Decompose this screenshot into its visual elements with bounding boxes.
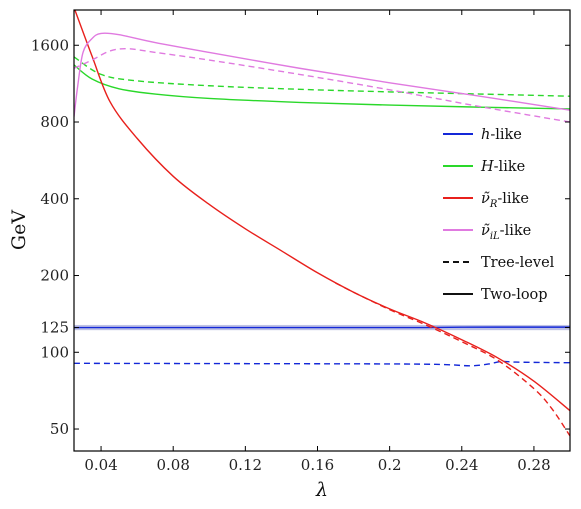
- series-line-H-two-loop: [74, 64, 570, 110]
- legend-label: h-like: [481, 127, 522, 143]
- x-tick-label: 0.24: [445, 456, 478, 474]
- series-line-nuiL-tree: [74, 48, 570, 123]
- y-tick-label: 125: [40, 319, 69, 337]
- x-tick-label: 0.16: [301, 456, 334, 474]
- legend: h-like H-like ν̃R-like ν̃iL-like Tree-level T…: [443, 127, 555, 303]
- x-tick-label: 0.28: [517, 456, 550, 474]
- series-line-H-tree: [74, 56, 570, 97]
- y-tick-label: 400: [40, 190, 69, 208]
- x-tick-label: 0.2: [378, 456, 402, 474]
- series-layer: [74, 10, 570, 437]
- series-line-h-tree: [74, 360, 570, 367]
- legend-label: H-like: [480, 159, 525, 175]
- x-axis-title: λ: [315, 479, 328, 501]
- y-tick-label: 50: [50, 420, 69, 438]
- y-tick-label: 800: [40, 113, 69, 131]
- legend-label: Tree-level: [481, 255, 555, 271]
- plot-background: [74, 10, 570, 451]
- y-tick-label: 1600: [31, 36, 69, 54]
- y-axis-title: GeV: [8, 210, 30, 250]
- tick-layer: 0.04 0.08 0.12 0.16 0.2 0.24 0.28 50 100 125 200 40…: [31, 10, 570, 474]
- legend-label: ν̃R-like: [481, 191, 529, 210]
- y-tick-label: 100: [40, 343, 69, 361]
- legend-label: ν̃iL-like: [481, 223, 531, 242]
- x-tick-label: 0.12: [229, 456, 262, 474]
- series-line-nuiL-two-loop: [74, 32, 570, 117]
- series-line-nuR-two-loop: [74, 10, 570, 412]
- y-tick-label: 200: [40, 267, 69, 285]
- x-tick-label: 0.08: [156, 456, 189, 474]
- legend-label: Two-loop: [481, 287, 548, 303]
- series-line-nuR-tree: [335, 282, 570, 437]
- x-tick-label: 0.04: [84, 456, 117, 474]
- plot-frame: [73, 9, 571, 452]
